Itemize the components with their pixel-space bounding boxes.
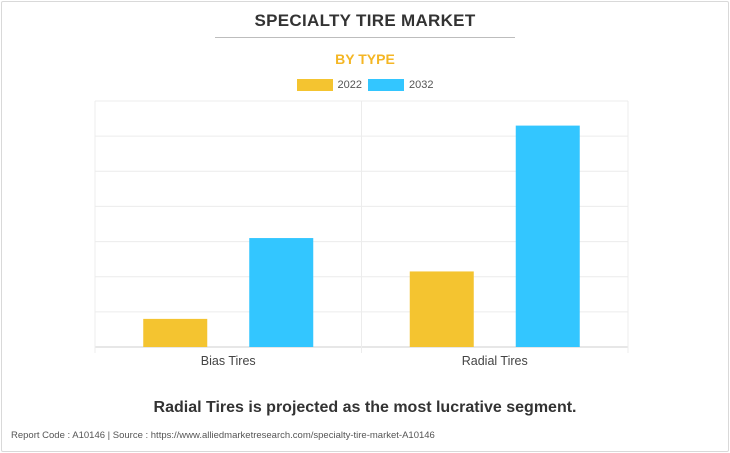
legend-label-2022: 2022 xyxy=(337,79,362,91)
x-tick-label: Radial Tires xyxy=(462,354,528,368)
title-divider xyxy=(215,37,515,38)
bar-2022-1 xyxy=(409,271,474,347)
legend-swatch-2032 xyxy=(368,79,404,91)
legend-item-2032: 2032 xyxy=(368,79,433,91)
chart-title: SPECIALTY TIRE MARKET xyxy=(254,11,476,30)
bar-2032-0 xyxy=(249,238,314,347)
x-tick-label: Bias Tires xyxy=(201,354,256,368)
bar-2022-0 xyxy=(143,318,208,347)
report-source-footer: Report Code : A10146 | Source : https://… xyxy=(11,430,435,441)
chart-legend: 2022 2032 xyxy=(0,79,730,91)
chart-subtitle: BY TYPE xyxy=(335,51,395,67)
legend-swatch-2022 xyxy=(296,79,333,91)
legend-label-2032: 2032 xyxy=(409,79,434,91)
conclusion-text: Radial Tires is projected as the most lu… xyxy=(153,399,577,416)
legend-item-2022: 2022 xyxy=(296,79,362,91)
bar-2032-1 xyxy=(515,125,580,347)
